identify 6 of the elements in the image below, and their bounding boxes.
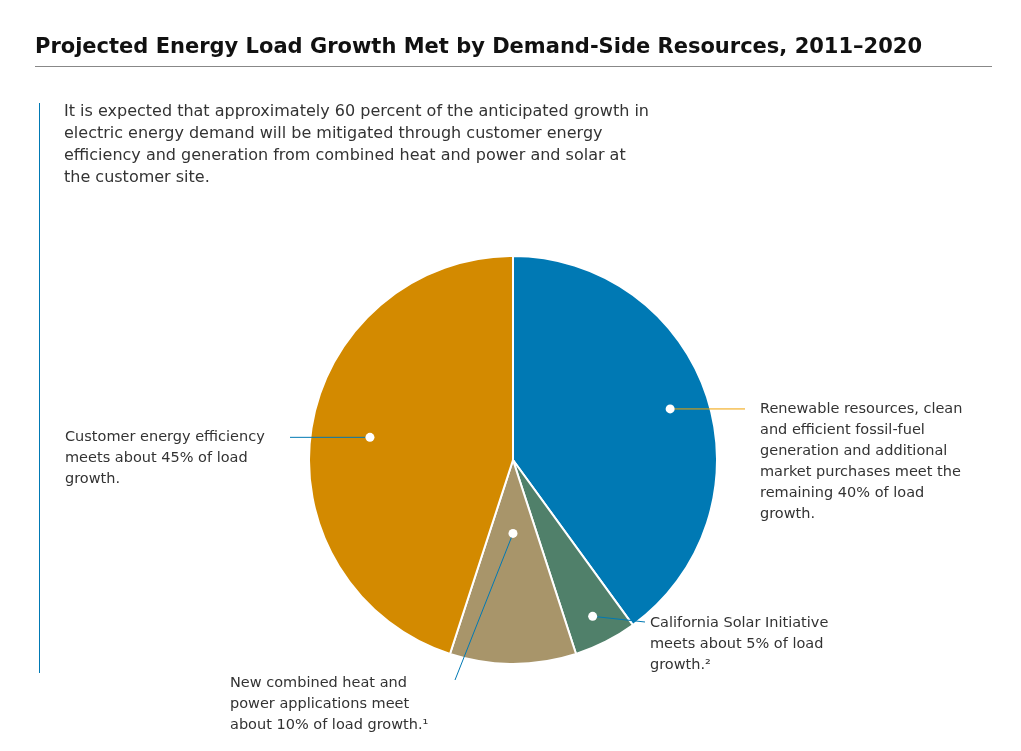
chart-subtitle: It is expected that approximately 60 percent of the anticipated growth in electric energy demand will be mitigated through customer energy efficiency and generation from combined heat and power and solar at the customer site.: [64, 100, 650, 188]
slice-label: Renewable resources, clean and efficient fossil-fuel generation and additional market purchases meet the remaining 40% of load growth.: [760, 398, 964, 523]
slice-label: California Solar Initiative meets about 5% of load growth.²: [650, 613, 830, 674]
slice-label: Customer energy efficiency meets about 45% of load growth.: [65, 427, 266, 489]
chart-title: Projected Energy Load Growth Met by Demand-Side Resources, 2011–2020: [35, 34, 992, 67]
slice-label: New combined heat and power applications meet about 10% of load growth.¹: [230, 673, 430, 734]
